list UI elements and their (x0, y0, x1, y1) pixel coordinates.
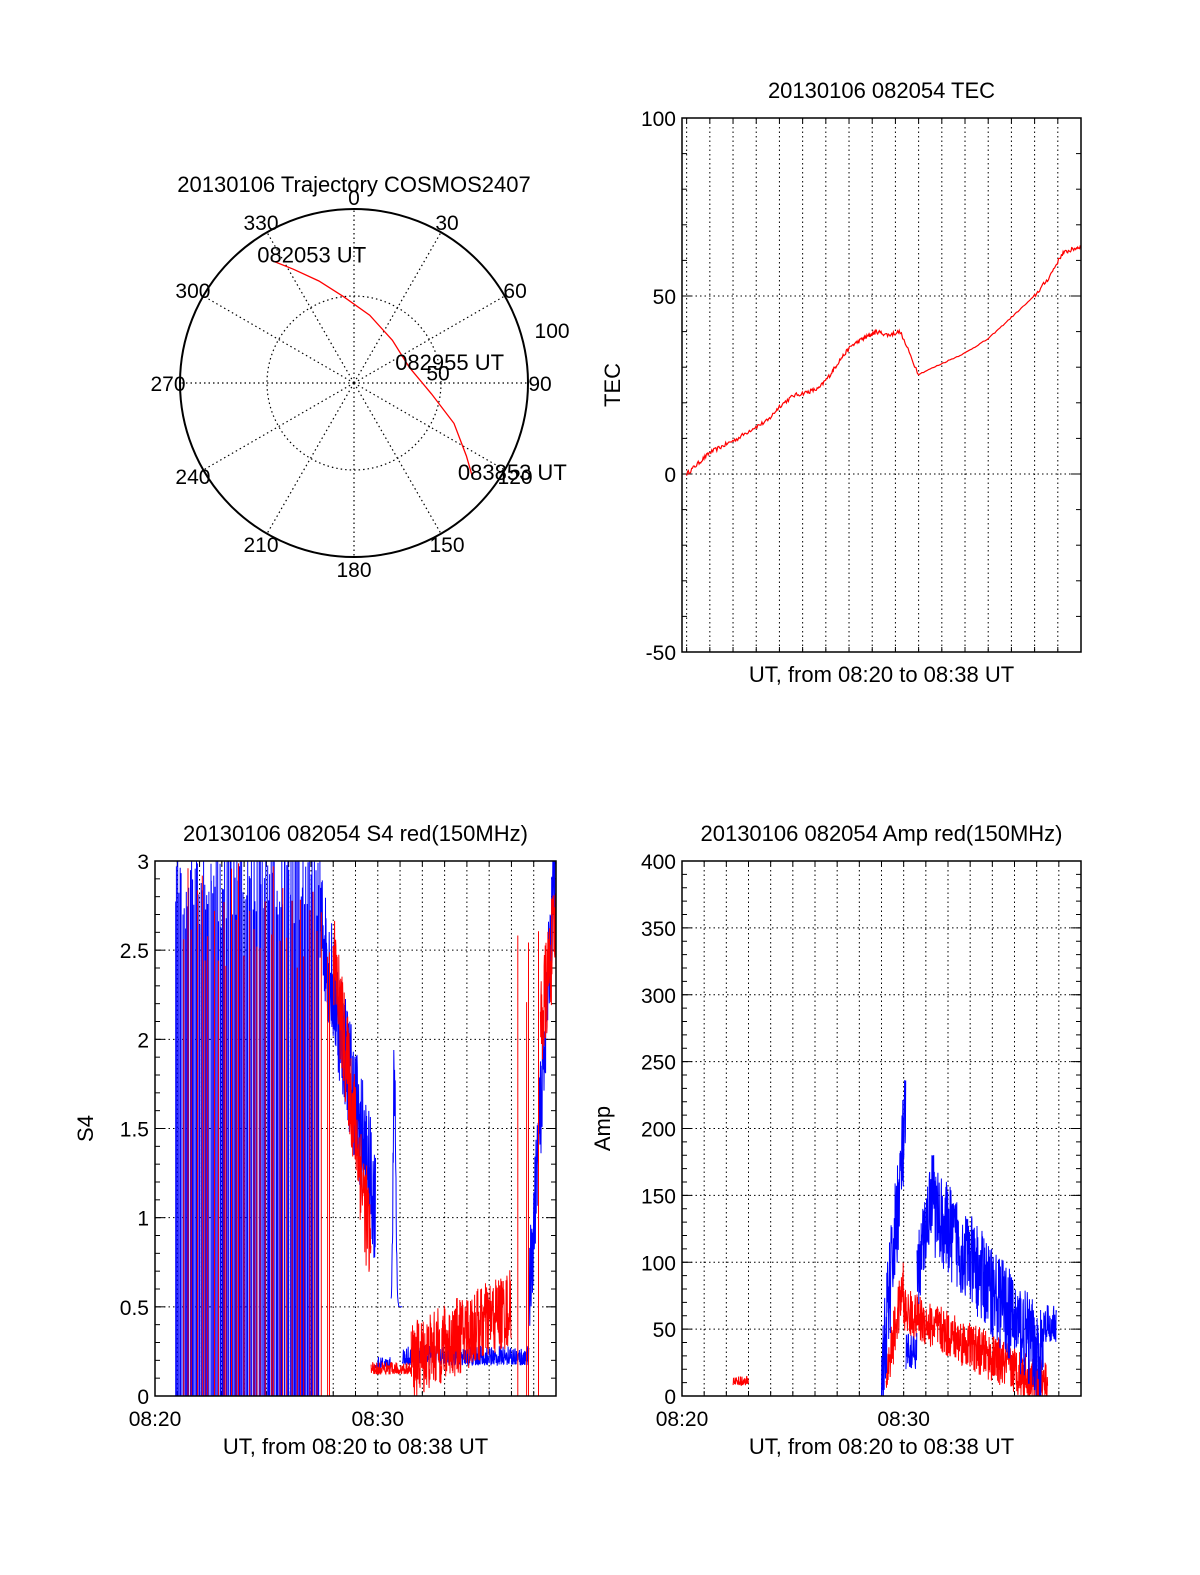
y-tick-label: 250 (641, 1052, 676, 1075)
y-tick-label: 100 (641, 1252, 676, 1275)
y-tick-label: 1.5 (120, 1119, 149, 1142)
polar-spoke (266, 232, 355, 384)
polar-angle-label: 0 (348, 187, 360, 210)
trajectory-time-label: 082955 UT (395, 350, 504, 375)
plot-frame (154, 860, 557, 1397)
y-tick-label: 50 (653, 286, 676, 309)
polar-angle-label: 150 (429, 534, 464, 557)
polar-angle-label: 270 (150, 373, 185, 396)
polar-spoke (353, 295, 505, 384)
y-tick-label: 150 (641, 1185, 676, 1208)
y-tick-label: 2 (137, 1029, 149, 1052)
x-tick-label: 08:30 (351, 1408, 404, 1431)
y-tick-label: 0.5 (120, 1297, 149, 1320)
polar-radius-label: 100 (535, 320, 570, 343)
trajectory-time-label: 083853 UT (458, 460, 567, 485)
polar-angle-label: 120 (498, 466, 533, 489)
amp-blue-series (702, 1080, 1081, 1396)
polar-spoke (353, 382, 442, 534)
y-tick-label: 0 (664, 1386, 676, 1409)
polar-angle-label: 30 (435, 212, 458, 235)
x-axis-label: UT, from 08:20 to 08:38 UT (223, 1434, 488, 1459)
trajectory-line (271, 259, 473, 476)
y-tick-label: 50 (653, 1319, 676, 1342)
x-tick-label: 08:20 (656, 1408, 709, 1431)
x-tick-label: 08:30 (877, 1408, 930, 1431)
y-tick-label: 2.5 (120, 940, 149, 963)
polar-outer-circle (179, 208, 529, 558)
polar-angle-label: 240 (175, 466, 210, 489)
polar-spoke (353, 382, 505, 471)
polar-spoke (203, 295, 355, 384)
y-axis-label: Amp (590, 1106, 615, 1151)
polar-radius-label: 50 (426, 362, 449, 385)
polar-spoke (266, 382, 355, 534)
amp-chart: 20130106 082054 Amp red(150MHz) 0 50 100 150… (590, 821, 1082, 1459)
y-axis-label: S4 (73, 1115, 98, 1142)
x-axis-label: UT, from 08:20 to 08:38 UT (749, 1434, 1014, 1459)
chart-title: 20130106 082054 Amp red(150MHz) (700, 821, 1062, 846)
y-tick-label: 0 (137, 1386, 149, 1409)
plot-frame (681, 860, 1082, 1397)
y-tick-label: 300 (641, 985, 676, 1008)
y-tick-label: 200 (641, 1119, 676, 1142)
polar-angle-label: 60 (503, 280, 526, 303)
y-tick-label: 100 (641, 108, 676, 131)
s4-red-series (183, 863, 556, 1396)
plot-frame (681, 117, 1082, 653)
polar-angle-label: 300 (175, 280, 210, 303)
y-tick-label: 400 (641, 851, 676, 874)
tec-chart: 20130106 082054 TEC -50 0 50 100 UT, from 08:… (600, 78, 1082, 687)
amp-red-series (702, 1262, 1081, 1396)
polar-angle-label: 330 (243, 212, 278, 235)
tec-series-line (686, 245, 1081, 476)
polar-angle-label: 180 (336, 559, 371, 582)
chart-title: 20130106 082054 S4 red(150MHz) (183, 821, 528, 846)
x-tick-label: 08:20 (129, 1408, 182, 1431)
y-tick-label: 1 (137, 1208, 149, 1231)
polar-angle-label: 90 (528, 373, 551, 396)
polar-title: 20130106 Trajectory COSMOS2407 (177, 172, 530, 197)
s4-chart: 20130106 082054 S4 red(150MHz) 0 0.5 1 1.5 2 2… (73, 821, 557, 1459)
y-tick-label: 3 (137, 851, 149, 874)
polar-angle-label: 210 (243, 534, 278, 557)
y-tick-label: -50 (646, 642, 676, 665)
chart-title: 20130106 082054 TEC (768, 78, 995, 103)
y-tick-label: 0 (664, 464, 676, 487)
polar-spoke (203, 382, 355, 471)
y-axis-label: TEC (600, 363, 625, 407)
y-tick-label: 350 (641, 918, 676, 941)
polar-spoke (353, 232, 442, 384)
trajectory-time-label: 082053 UT (257, 242, 366, 267)
x-axis-label: UT, from 08:20 to 08:38 UT (749, 662, 1014, 687)
